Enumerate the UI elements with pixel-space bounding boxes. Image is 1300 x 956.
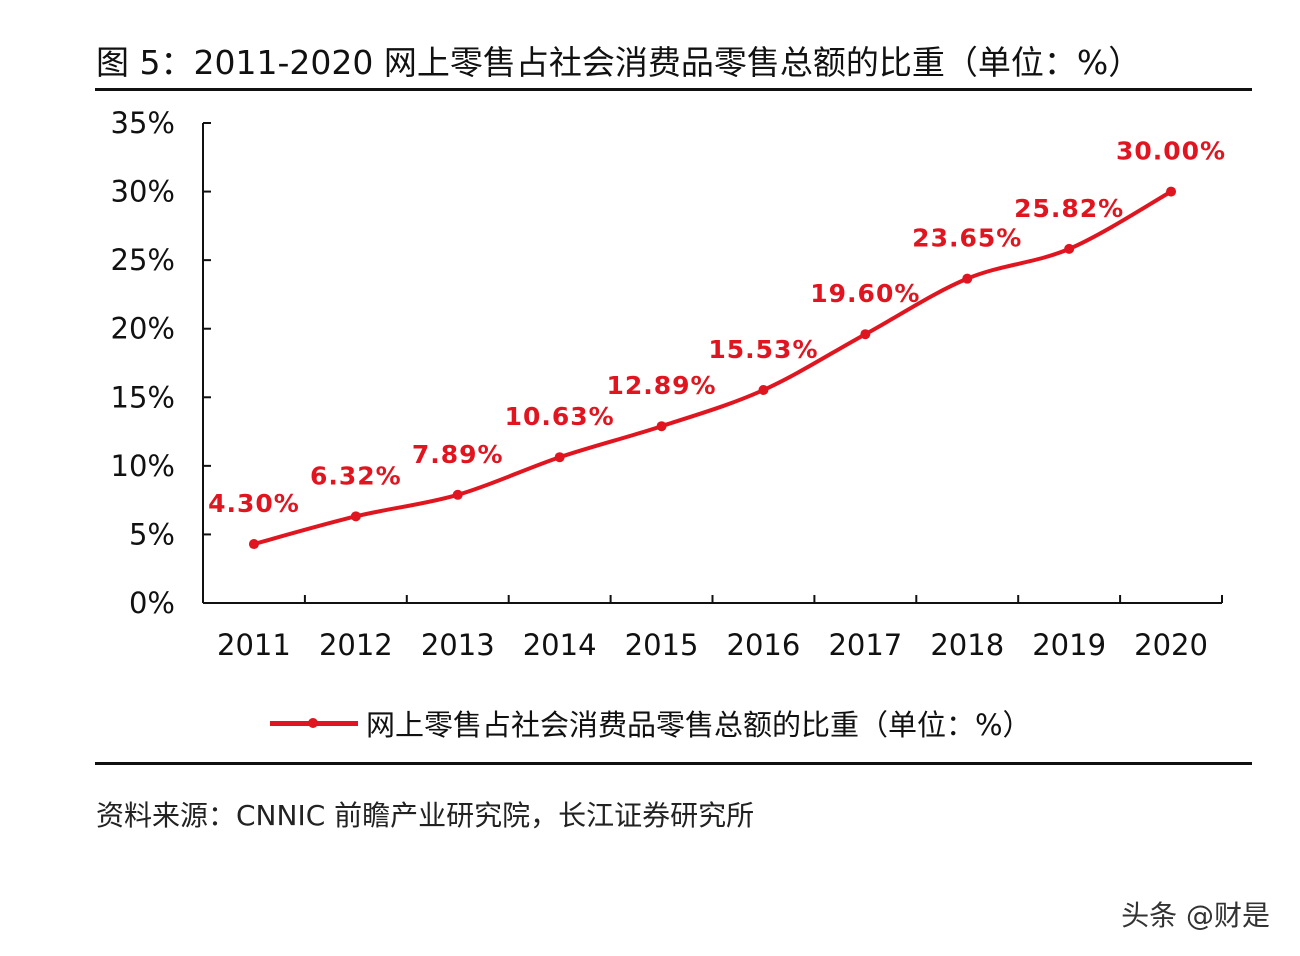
chart-title: 图 5：2011-2020 网上零售占社会消费品零售总额的比重（单位：%） [96,43,1142,82]
x-tick-label: 2017 [828,628,902,662]
x-tick-label: 2018 [930,628,1004,662]
legend-label: 网上零售占社会消费品零售总额的比重（单位：%） [366,708,1032,742]
legend: 网上零售占社会消费品零售总额的比重（单位：%） [270,702,1032,744]
data-point [656,421,667,432]
x-tick-label: 2012 [319,628,393,662]
x-tick-label: 2015 [625,628,699,662]
x-tick-label: 2020 [1134,628,1208,662]
x-tick-label: 2019 [1032,628,1106,662]
bottom-rule [95,762,1252,765]
y-tick-label: 0% [129,586,175,620]
data-point [452,489,463,500]
series-line [253,189,1173,546]
y-tick-label: 15% [111,380,175,414]
data-point [758,385,769,396]
watermark: 头条 @财是 [1121,899,1270,932]
data-label: 7.89% [412,440,504,469]
data-label: 15.53% [708,335,818,364]
data-point [860,329,871,340]
top-rule [95,88,1252,91]
data-point [350,511,361,522]
data-point [554,452,565,463]
x-tick-label: 2016 [727,628,801,662]
data-label: 12.89% [606,371,716,400]
y-tick-label: 35% [111,106,175,140]
x-tick-label: 2014 [523,628,597,662]
y-tick-label: 25% [111,243,175,277]
data-label: 30.00% [1116,137,1226,166]
source-note: 资料来源：CNNIC 前瞻产业研究院，长江证券研究所 [96,799,755,832]
data-point [1064,243,1075,254]
y-tick-label: 30% [111,175,175,209]
y-tick-label: 5% [129,517,175,551]
data-label: 25.82% [1014,194,1124,223]
line-chart: 0% 5% 10% 15% 20% 25% 30% 35% 2011 2012 2013 2014 20… [111,106,1226,662]
y-tick-label: 20% [111,312,175,346]
legend-line-marker [270,717,358,728]
data-label: 6.32% [310,461,402,490]
data-point [248,539,259,550]
data-label: 23.65% [912,224,1022,253]
data-point [962,273,973,284]
data-point [1166,186,1177,197]
data-label: 19.60% [810,279,920,308]
data-label: 4.30% [208,489,300,518]
x-tick-label: 2011 [217,628,291,662]
data-label: 10.63% [505,402,615,431]
x-tick-label: 2013 [421,628,495,662]
y-tick-label: 10% [111,449,175,483]
